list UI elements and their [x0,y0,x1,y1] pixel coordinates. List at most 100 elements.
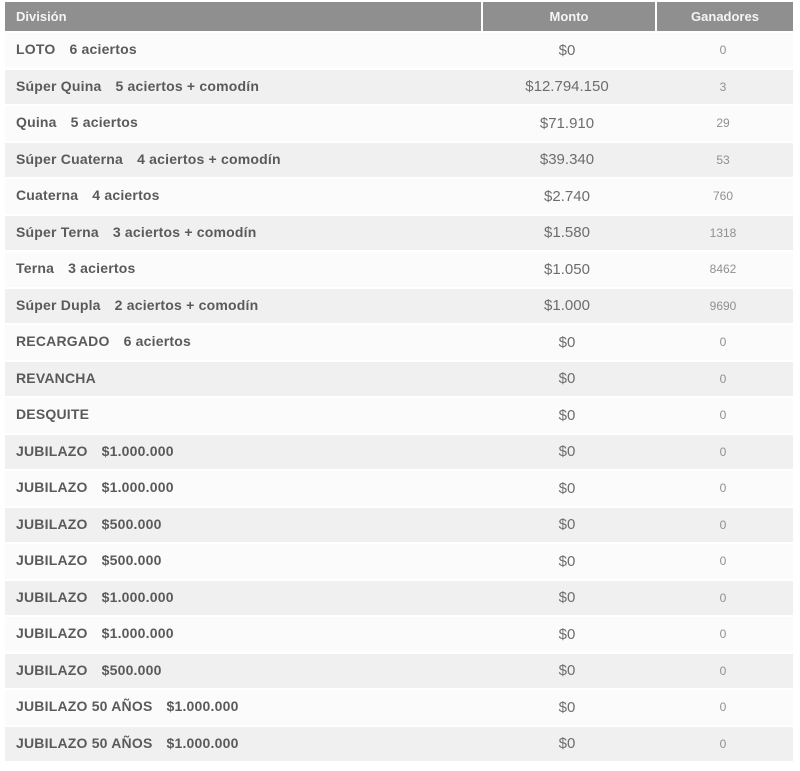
ganadores-value: 9690 [709,298,737,313]
table-row: JUBILAZO $1.000.000 $0 0 [5,617,793,652]
division-detail: $1.000.000 [101,479,174,496]
ganadores-value: 0 [719,700,727,715]
division-cell: JUBILAZO $500.000 [5,516,481,534]
ganadores-value: 760 [712,189,734,204]
division-detail: $1.000.000 [101,588,174,605]
monto-value: $0 [558,443,576,461]
ganadores-value: 0 [719,554,727,569]
division-name: JUBILAZO [16,661,88,678]
table-body: LOTO 6 aciertos $0 0 Súper Quina 5 acierto… [5,33,793,761]
ganadores-value: 3 [719,79,727,94]
division-cell: JUBILAZO $500.000 [5,552,481,570]
ganadores-value: 0 [719,43,727,58]
division-cell: JUBILAZO 50 AÑOS $1.000.000 [5,698,481,716]
monto-value: $0 [558,406,576,424]
division-name: Quina [16,114,57,131]
monto-value: $0 [558,662,576,680]
ganadores-value: 0 [719,371,727,386]
division-cell: Terna 3 aciertos [5,260,481,278]
table-row: JUBILAZO $1.000.000 $0 0 [5,434,793,469]
ganadores-value: 29 [716,116,730,131]
table-row: JUBILAZO $1.000.000 $0 0 [5,471,793,506]
division-name: JUBILAZO 50 AÑOS [16,698,153,715]
table-row: RECARGADO 6 aciertos $0 0 [5,325,793,360]
monto-value: $0 [558,370,576,388]
division-detail: 6 aciertos [69,41,137,58]
table-row: JUBILAZO 50 AÑOS $1.000.000 $0 0 [5,690,793,725]
division-detail: 5 aciertos + comodín [115,77,260,94]
monto-value: $0 [558,735,576,753]
monto-value: $0 [558,333,576,351]
division-name: JUBILAZO [16,442,88,459]
header-cell-monto: Monto [483,2,655,31]
division-name: JUBILAZO [16,515,88,532]
division-name: Súper Dupla [16,296,101,313]
header-cell-ganadores: Ganadores [657,2,793,31]
division-cell: JUBILAZO $500.000 [5,662,481,680]
division-detail: $500.000 [101,515,162,532]
monto-value: $1.050 [544,260,590,278]
monto-value: $0 [558,589,576,607]
table-row: Súper Cuaterna 4 aciertos + comodín $39.3… [5,142,793,177]
division-cell: Súper Dupla 2 aciertos + comodín [5,297,481,315]
ganadores-value: 1318 [709,225,737,240]
table-row: Terna 3 aciertos $1.050 8462 [5,252,793,287]
division-name: JUBILAZO [16,552,88,569]
division-cell: REVANCHA [5,370,481,388]
division-detail: 5 aciertos [70,114,139,131]
table-row: JUBILAZO $500.000 $0 0 [5,507,793,542]
results-table: División Monto Ganadores LOTO 6 aciertos … [5,2,793,763]
monto-value: $0 [558,552,576,570]
division-detail: 4 aciertos [92,187,160,204]
monto-value: $0 [558,479,576,497]
division-cell: RECARGADO 6 aciertos [5,333,481,351]
division-cell: JUBILAZO 50 AÑOS $1.000.000 [5,735,481,753]
division-detail: $500.000 [101,552,162,569]
division-detail: 4 aciertos + comodín [137,150,281,167]
monto-value: $12.794.150 [525,78,609,96]
table-row: REVANCHA $0 0 [5,361,793,396]
division-detail: $1.000.000 [166,698,239,715]
ganadores-value: 0 [719,627,727,642]
header-cell-division: División [5,2,481,31]
division-cell: LOTO 6 aciertos [5,41,481,59]
table-row: JUBILAZO $1.000.000 $0 0 [5,580,793,615]
monto-value: $0 [558,41,576,59]
monto-value: $0 [558,698,576,716]
ganadores-value: 8462 [709,262,737,277]
division-detail: 2 aciertos + comodín [114,296,259,313]
division-name: Súper Terna [16,223,99,240]
division-name: Cuaterna [16,187,79,204]
ganadores-value: 0 [719,408,727,423]
division-name: JUBILAZO [16,625,88,642]
table-row: Súper Dupla 2 aciertos + comodín $1.000 9… [5,288,793,323]
table-row: JUBILAZO $500.000 $0 0 [5,653,793,688]
division-cell: JUBILAZO $1.000.000 [5,443,481,461]
table-row: Súper Terna 3 aciertos + comodín $1.580 1… [5,215,793,250]
division-name: Súper Cuaterna [16,150,124,167]
division-detail: $1.000.000 [101,625,174,642]
table-header: División Monto Ganadores [5,2,793,31]
monto-value: $0 [558,625,576,643]
division-name: JUBILAZO [16,588,88,605]
monto-value: $39.340 [539,151,595,169]
division-detail: $1.000.000 [166,734,239,751]
table-row: Súper Quina 5 aciertos + comodín $12.794.… [5,69,793,104]
division-cell: Súper Terna 3 aciertos + comodín [5,224,481,242]
division-name: LOTO [16,41,56,58]
division-detail: 3 aciertos + comodín [112,223,257,240]
monto-value: $1.000 [544,297,590,315]
table-row: DESQUITE $0 0 [5,398,793,433]
table-row: JUBILAZO 50 AÑOS $1.000.000 $0 0 [5,726,793,761]
monto-value: $0 [558,516,576,534]
division-name: DESQUITE [16,406,90,423]
division-detail: 6 aciertos [123,333,191,350]
ganadores-value: 0 [719,663,727,678]
ganadores-value: 0 [719,590,727,605]
division-cell: JUBILAZO $1.000.000 [5,479,481,497]
ganadores-value: 0 [719,444,727,459]
division-cell: Súper Quina 5 aciertos + comodín [5,78,481,96]
ganadores-value: 0 [719,736,727,751]
ganadores-value: 0 [719,481,727,496]
table-row: LOTO 6 aciertos $0 0 [5,33,793,68]
